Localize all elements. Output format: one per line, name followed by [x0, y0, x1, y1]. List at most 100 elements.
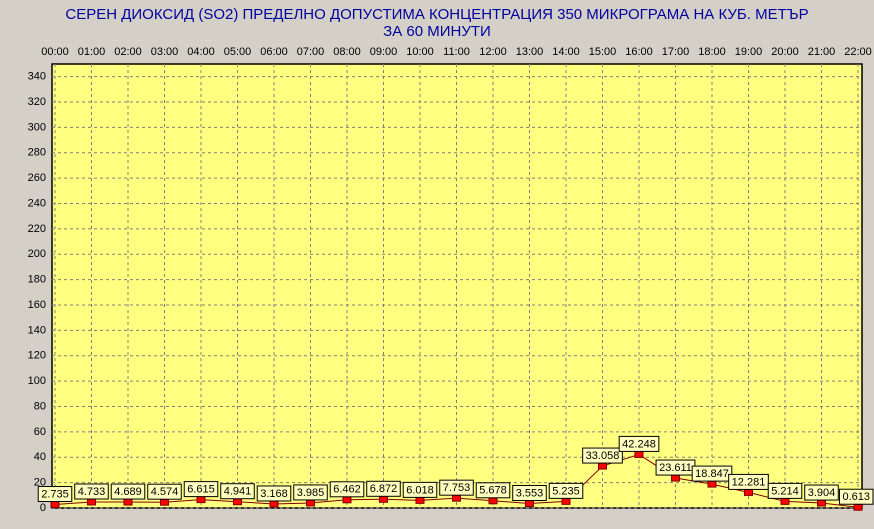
- data-label: 5.678: [479, 485, 507, 497]
- data-label: 5.214: [771, 485, 799, 497]
- x-tick-label: 01:00: [78, 46, 106, 58]
- data-label: 23.611: [659, 462, 692, 474]
- data-point: [196, 496, 206, 504]
- data-label-box: [402, 481, 438, 498]
- x-tick-label: 16:00: [625, 46, 653, 58]
- data-label-box: [329, 481, 365, 498]
- data-point: [50, 501, 60, 509]
- data-label-box: [183, 481, 219, 498]
- data-label-box: [804, 484, 839, 501]
- data-label-box: [691, 465, 733, 482]
- data-point: [817, 499, 826, 507]
- data-label: 6.872: [370, 483, 398, 495]
- y-tick-label: 40: [34, 451, 46, 463]
- data-point: [306, 499, 315, 507]
- x-tick-label: 02:00: [114, 46, 142, 58]
- data-label-box: [74, 483, 109, 500]
- chart-subtitle: ЗА 60 МИНУТИ: [383, 23, 491, 40]
- data-point: [87, 498, 96, 506]
- x-tick-label: 13:00: [516, 46, 544, 58]
- data-label-box: [293, 484, 328, 501]
- x-tick-label: 04:00: [187, 46, 215, 58]
- y-tick-label: 100: [28, 375, 46, 387]
- data-label-box: [618, 435, 660, 452]
- data-point: [598, 462, 607, 470]
- x-tick-label: 07:00: [297, 46, 325, 58]
- data-point: [707, 480, 717, 488]
- x-tick-label: 14:00: [552, 46, 580, 58]
- data-label-box: [582, 447, 623, 464]
- data-label-box: [37, 486, 73, 503]
- y-tick-label: 340: [28, 71, 46, 83]
- data-label: 6.462: [333, 484, 361, 496]
- data-point: [853, 503, 863, 511]
- data-label: 6.018: [406, 484, 434, 496]
- data-point: [671, 474, 680, 482]
- data-point: [233, 498, 242, 506]
- x-tick-label: 19:00: [735, 46, 763, 58]
- data-point: [415, 496, 425, 504]
- data-label: 12.281: [732, 476, 766, 488]
- x-tick-label: 15:00: [589, 46, 617, 58]
- y-tick-label: 260: [28, 172, 46, 184]
- data-label-box: [366, 480, 401, 497]
- data-point: [744, 488, 753, 496]
- data-label: 3.904: [808, 487, 836, 499]
- x-tick-label: 08:00: [333, 46, 361, 58]
- data-label-box: [838, 488, 874, 505]
- data-point: [342, 496, 352, 504]
- x-tick-label: 18:00: [698, 46, 726, 58]
- data-point: [123, 498, 133, 506]
- data-point: [488, 497, 498, 505]
- data-label: 6.615: [187, 484, 215, 496]
- y-tick-label: 0: [40, 502, 46, 514]
- x-tick-label: 11:00: [443, 46, 470, 58]
- data-label-box: [439, 479, 474, 496]
- data-label-box: [110, 483, 146, 500]
- y-tick-label: 220: [28, 223, 46, 235]
- data-label: 42.248: [622, 438, 656, 450]
- data-label: 3.168: [260, 488, 288, 500]
- x-tick-label: 20:00: [771, 46, 799, 58]
- data-label-box: [475, 482, 511, 499]
- data-label: 4.941: [224, 486, 252, 498]
- x-tick-label: 03:00: [151, 46, 179, 58]
- y-tick-label: 80: [34, 400, 46, 412]
- data-label: 3.985: [297, 487, 325, 499]
- data-label-box: [256, 485, 292, 502]
- y-tick-label: 280: [28, 147, 46, 159]
- x-tick-label: 06:00: [260, 46, 288, 58]
- data-point: [525, 499, 534, 507]
- data-label-box: [512, 484, 547, 501]
- data-label: 7.753: [443, 482, 471, 494]
- data-label-box: [147, 483, 182, 500]
- y-tick-label: 60: [34, 426, 46, 438]
- y-tick-label: 120: [28, 350, 46, 362]
- data-point: [452, 494, 461, 502]
- data-label-box: [767, 482, 803, 499]
- x-tick-label: 09:00: [370, 46, 398, 58]
- data-label-box: [728, 473, 769, 490]
- data-label-box: [548, 482, 584, 499]
- y-tick-label: 140: [28, 324, 46, 336]
- data-point: [634, 450, 644, 458]
- data-point: [780, 497, 790, 505]
- data-label: 3.553: [516, 487, 544, 499]
- x-tick-label: 21:00: [808, 46, 836, 58]
- y-tick-label: 180: [28, 274, 46, 286]
- y-tick-label: 240: [28, 197, 46, 209]
- y-tick-label: 320: [28, 96, 46, 108]
- data-label: 18.847: [695, 468, 729, 480]
- data-label: 2.735: [41, 488, 69, 500]
- y-tick-label: 160: [28, 299, 46, 311]
- data-point: [379, 495, 388, 503]
- data-label: 4.574: [151, 486, 179, 498]
- y-tick-label: 300: [28, 121, 46, 133]
- x-tick-label: 22:00: [844, 46, 872, 58]
- x-tick-label: 17:00: [662, 46, 690, 58]
- x-tick-label: 00:00: [41, 46, 69, 58]
- data-point: [269, 500, 279, 508]
- chart-title: СЕРЕН ДИОКСИД (SO2) ПРЕДЕЛНО ДОПУСТИМА К…: [65, 6, 808, 23]
